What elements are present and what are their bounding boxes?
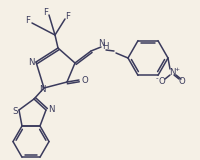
Text: N: N <box>48 104 54 113</box>
Text: N: N <box>97 39 104 48</box>
Text: S: S <box>12 107 18 116</box>
Text: N: N <box>168 68 174 76</box>
Text: -: - <box>155 75 158 81</box>
Text: F: F <box>25 16 30 24</box>
Text: N: N <box>39 84 45 93</box>
Text: F: F <box>43 8 48 16</box>
Text: +: + <box>174 67 179 72</box>
Text: F: F <box>65 12 70 20</box>
Text: O: O <box>81 76 88 84</box>
Text: O: O <box>158 76 165 85</box>
Text: O: O <box>178 76 184 85</box>
Text: H: H <box>101 41 108 51</box>
Text: N: N <box>28 57 34 67</box>
